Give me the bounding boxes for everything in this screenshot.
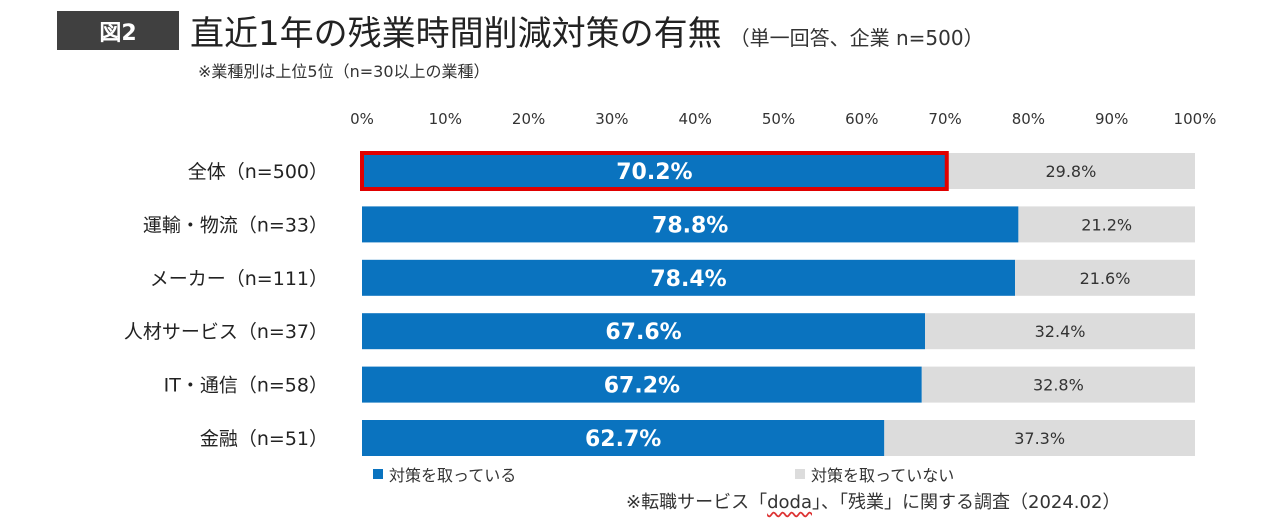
bar-yes [362,420,885,456]
bar-yes [362,366,922,403]
source-prefix: ※転職サービス「 [626,492,768,513]
data-label-yes: 67.2% [604,374,680,399]
x-tick-label: 30% [595,110,628,128]
data-label-no: 29.8% [1045,162,1096,181]
data-label-no: 21.2% [1081,215,1132,234]
bar-no [884,420,1195,456]
data-label-no: 21.6% [1080,269,1131,288]
x-tick-label: 90% [1095,110,1128,128]
figure-badge: 図2 [57,11,179,50]
bar-yes [362,259,1016,296]
x-tick-label: 40% [679,110,712,128]
bar-no [1015,259,1195,296]
category-label: IT・通信（n=58） [164,375,328,397]
bar-yes [362,313,926,350]
category-label: 金融（n=51） [200,428,328,450]
x-tick-label: 50% [762,110,795,128]
chart-title: 直近1年の残業時間削減対策の有無 （単一回答、企業 n=500） [190,6,984,55]
category-label: 全体（n=500） [188,161,328,183]
data-label-no: 37.3% [1014,429,1065,448]
legend-item-yes: 対策を取っている [373,462,516,486]
x-tick-label: 100% [1174,110,1217,128]
data-label-yes: 62.7% [585,427,661,452]
bar-no [1018,206,1195,243]
category-label: メーカー（n=111） [150,268,328,290]
source-suffix: 」、「残業」に関する調査（2024.02） [812,492,1121,513]
bar-highlight-frame [360,151,949,191]
bar-no [921,366,1195,403]
bar-no [946,153,1195,189]
x-tick-label: 20% [512,110,545,128]
x-tick-label: 0% [350,110,374,128]
category-label: 運輸・物流（n=33） [143,214,328,236]
data-label-yes: 78.8% [652,213,728,238]
bar-no [925,313,1195,350]
chart-subtitle: ※業種別は上位5位（n=30以上の業種） [198,62,490,81]
bar-yes [362,153,947,189]
source-note: ※転職サービス「doda」、「残業」に関する調査（2024.02） [626,488,1120,514]
chart-title-note: （単一回答、企業 n=500） [729,26,984,50]
bar-yes [362,206,1019,243]
chart-title-text: 直近1年の残業時間削減対策の有無 [190,14,722,54]
x-tick-label: 10% [429,110,462,128]
legend-swatch-yes [373,469,383,479]
legend-label-no: 対策を取っていない [811,466,955,485]
legend-label-yes: 対策を取っている [389,466,517,485]
source-doda: doda [767,492,812,513]
legend-item-no: 対策を取っていない [795,462,954,486]
legend-swatch-no [795,469,805,479]
x-tick-label: 80% [1012,110,1045,128]
data-label-yes: 78.4% [650,267,726,292]
category-label: 人材サービス（n=37） [124,321,328,343]
x-tick-label: 60% [845,110,878,128]
data-label-yes: 70.2% [616,160,692,185]
data-label-yes: 67.6% [605,320,681,345]
data-label-no: 32.4% [1035,322,1086,341]
data-label-no: 32.8% [1033,376,1084,395]
x-tick-label: 70% [928,110,961,128]
